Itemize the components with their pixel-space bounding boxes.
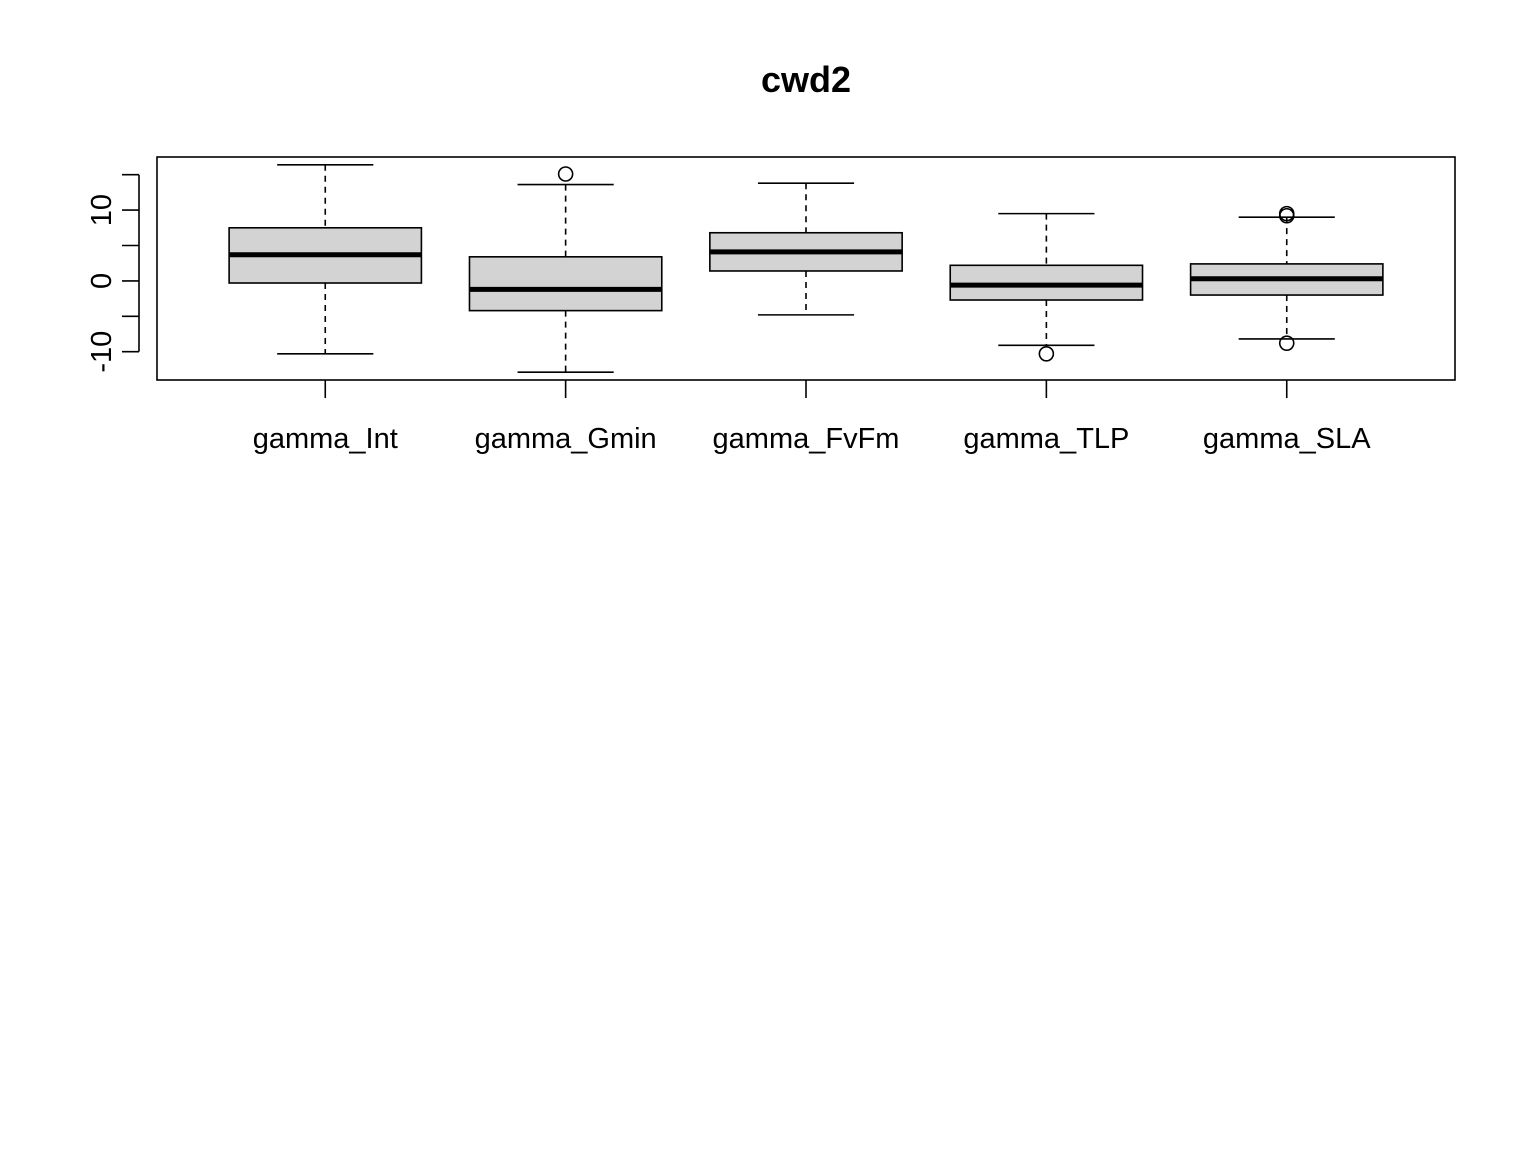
y-tick-label: 0 — [86, 273, 118, 289]
chart-title: cwd2 — [761, 59, 851, 100]
outlier-point — [1278, 205, 1295, 222]
box-gamma_Int — [228, 163, 423, 355]
x-tick-label: gamma_FvFm — [713, 423, 900, 455]
y-tick-label: 10 — [86, 194, 118, 226]
box-gamma_TLP — [949, 212, 1144, 362]
outlier-point — [557, 166, 574, 182]
boxes — [228, 163, 1384, 374]
x-tick-label: gamma_Int — [253, 423, 398, 455]
x-tick-label: gamma_TLP — [963, 423, 1129, 455]
y-axis: -10 0 10 — [86, 173, 140, 373]
y-tick-label: -10 — [86, 331, 118, 373]
box-gamma_FvFm — [709, 182, 903, 316]
outlier-point — [1278, 335, 1295, 351]
x-tick-label: gamma_SLA — [1203, 423, 1371, 455]
box-gamma_Gmin — [468, 166, 663, 374]
iqr-box — [468, 256, 663, 312]
x-tick-label: gamma_Gmin — [475, 423, 657, 455]
outlier-point — [1038, 346, 1055, 362]
box-gamma_SLA — [1189, 205, 1384, 351]
x-axis: gamma_Int gamma_Gmin gamma_FvFm gamma_TLP ga… — [253, 380, 1371, 455]
